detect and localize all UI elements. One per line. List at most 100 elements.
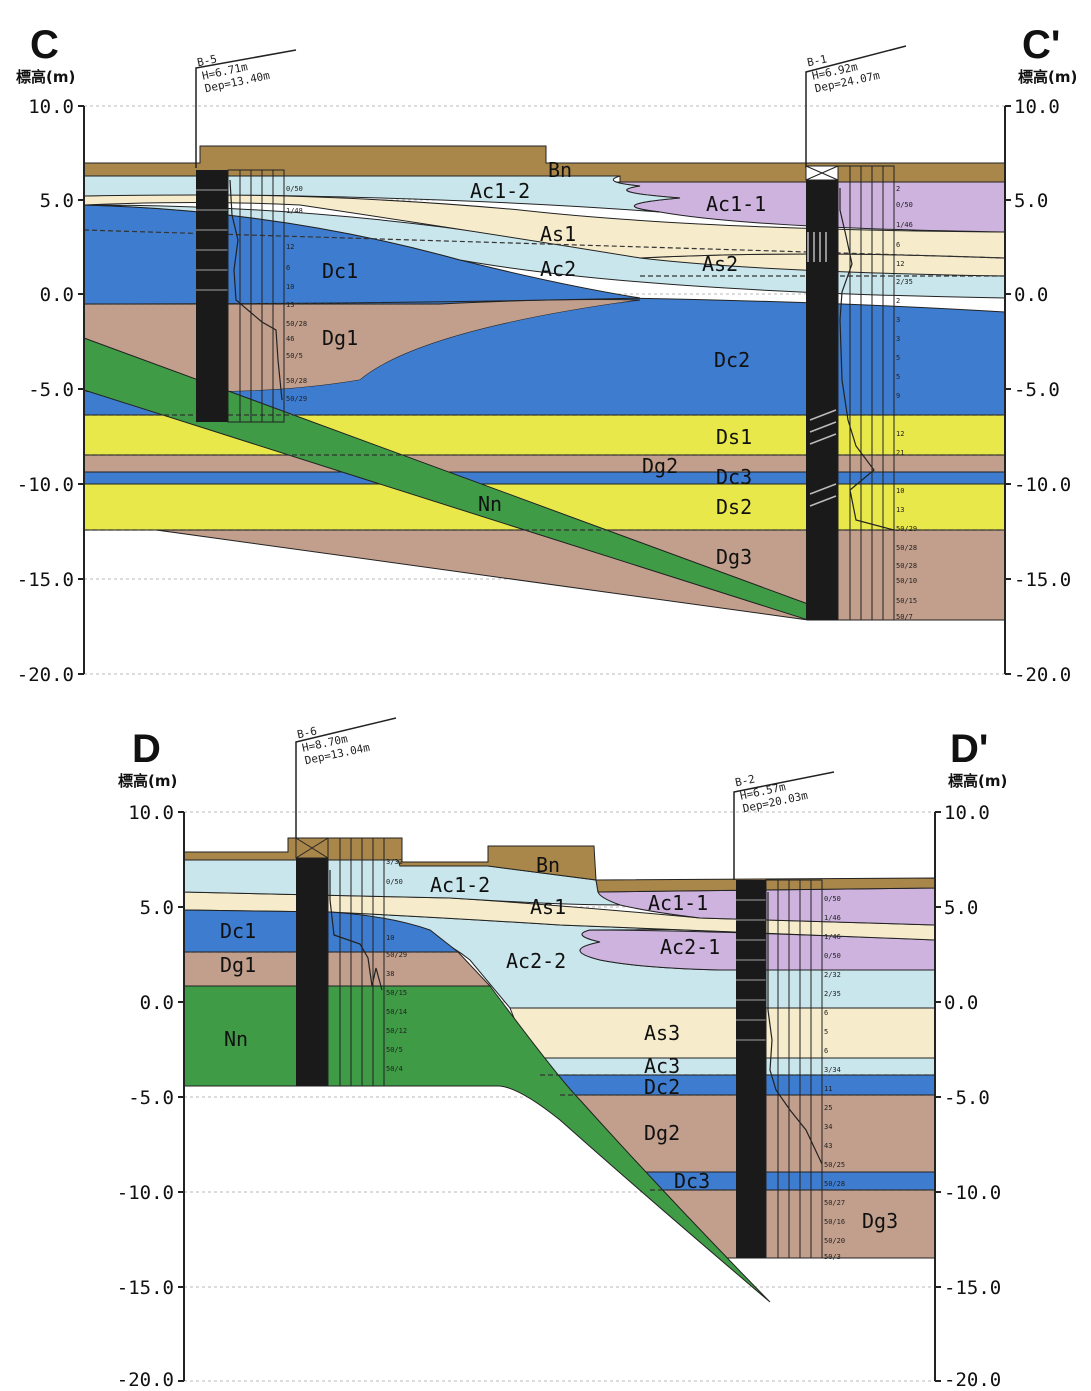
tick-label: -10.0	[944, 1182, 1001, 1204]
layer-as3	[509, 1007, 936, 1059]
n-value: 9	[896, 392, 900, 400]
n-value: 12	[286, 243, 294, 251]
tick-label: -15.0	[117, 1277, 174, 1299]
layer-label: Bn	[548, 158, 572, 182]
tick-label: -10.0	[1014, 474, 1071, 496]
section-d-axes	[178, 811, 941, 1382]
layer-label: Ac2-2	[506, 949, 566, 973]
n-value: 46	[286, 335, 294, 343]
layer-label: Dg3	[862, 1209, 898, 1233]
section-c-geology	[83, 145, 1006, 621]
tick-label: -5.0	[128, 1087, 174, 1109]
borehole-b5-labels: B-5 H=6.71m Dep=13.40m	[196, 53, 271, 96]
tick-label: 0.0	[944, 992, 978, 1014]
tick-label: -15.0	[17, 569, 74, 591]
tick-label: 10.0	[128, 802, 174, 824]
n-value: 10	[386, 934, 394, 942]
n-value: 12	[896, 430, 904, 438]
n-value: 10	[896, 487, 904, 495]
n-value: 50/16	[824, 1218, 845, 1226]
layer-label: Ds2	[716, 495, 752, 519]
n-value: 10	[286, 283, 294, 291]
n-value: 2/35	[896, 278, 913, 286]
section-d-left-label: D	[132, 727, 161, 771]
layer-label: As1	[530, 895, 566, 919]
n-value: 13	[286, 301, 294, 309]
section-d-right-ticks: 10.0 5.0 0.0 -5.0 -10.0 -15.0 -20.0	[944, 802, 1001, 1391]
n-value: 50/15	[896, 597, 917, 605]
n-value: 50/3	[824, 1253, 841, 1261]
tick-label: -15.0	[1014, 569, 1071, 591]
tick-label: -5.0	[944, 1087, 990, 1109]
tick-label: 0.0	[1014, 284, 1048, 306]
n-value: 50/28	[286, 320, 307, 328]
n-value: 0/50	[286, 185, 303, 193]
n-value: 3/34	[824, 1066, 841, 1074]
n-value: 1/46	[824, 933, 841, 941]
n-value: 50/28	[896, 544, 917, 552]
layer-label: Ac1-1	[648, 891, 708, 915]
borehole-b5	[195, 49, 297, 423]
section-d	[178, 717, 941, 1382]
layer-label: Dc1	[220, 919, 256, 943]
borehole-b2-labels: B-2 H=6.57m Dep=20.03m	[734, 773, 809, 816]
section-c-left-unit: 標高(m)	[16, 68, 75, 86]
n-value: 50/10	[896, 577, 917, 585]
tick-label: -15.0	[944, 1277, 1001, 1299]
n-value: 50/4	[386, 1065, 403, 1073]
borehole-name: B-1	[806, 53, 828, 70]
tick-label: -10.0	[17, 474, 74, 496]
section-d-right-unit: 標高(m)	[948, 772, 1007, 790]
section-c-layer-labels: Bn Ac1-2 Ac1-1 As1 Ac2 As2 Dc1 Dg1 Dc2 D…	[322, 158, 766, 569]
tick-label: -20.0	[17, 664, 74, 686]
layer-ac3	[529, 1057, 936, 1076]
tick-label: 10.0	[944, 802, 990, 824]
layer-label: Dc1	[322, 259, 358, 283]
layer-label: Ds1	[716, 425, 752, 449]
tick-label: 10.0	[1014, 96, 1060, 118]
n-value: 38	[386, 970, 394, 978]
n-value: 13	[896, 506, 904, 514]
section-d-left-ticks: 10.0 5.0 0.0 -5.0 -10.0 -15.0 -20.0	[117, 802, 174, 1391]
section-c	[78, 45, 1011, 675]
tick-label: 5.0	[1014, 190, 1048, 212]
n-value: 50/29	[286, 395, 307, 403]
n-value: 3	[896, 316, 900, 324]
layer-ac1-2	[83, 175, 681, 213]
n-value: 0/50	[824, 952, 841, 960]
layer-label: Dc3	[716, 465, 752, 489]
layer-label: Ac3	[644, 1054, 680, 1078]
n-value: 0/50	[896, 201, 913, 209]
layer-dg2	[83, 454, 1006, 473]
n-value: 0/50	[386, 878, 403, 886]
section-c-left-ticks: 10.0 5.0 0.0 -5.0 -10.0 -15.0 -20.0	[17, 96, 74, 686]
layer-label: Dc2	[644, 1075, 680, 1099]
layer-label: Bn	[536, 853, 560, 877]
layer-ac1-2	[183, 859, 621, 906]
borehole-b1-labels: B-1 H=6.92m Dep=24.07m	[806, 53, 881, 96]
n-value: 2	[896, 297, 900, 305]
tick-label: -20.0	[944, 1369, 1001, 1391]
tick-label: -20.0	[1014, 664, 1071, 686]
layer-label: Dg3	[716, 545, 752, 569]
n-value: 50/29	[386, 951, 407, 959]
layer-label: Dg1	[322, 326, 358, 350]
n-value: 6	[286, 264, 290, 272]
layer-dc1-lower	[84, 300, 640, 415]
section-c-contacts	[83, 229, 1006, 531]
tick-label: -5.0	[28, 379, 74, 401]
layer-label: Nn	[478, 492, 502, 516]
tick-label: 5.0	[944, 897, 978, 919]
layer-label: As3	[644, 1021, 680, 1045]
n-value: 2	[896, 185, 900, 193]
borehole-b6-nvalues: 3/32 0/50 10 50/29 38 50/15 50/14 50/12 …	[386, 858, 407, 1073]
tick-label: -5.0	[1014, 379, 1060, 401]
n-value: 50/25	[824, 1161, 845, 1169]
n-value: 50/28	[286, 377, 307, 385]
n-value: 50/7	[896, 613, 913, 621]
n-value: 6	[896, 241, 900, 249]
section-c-right-ticks: 10.0 5.0 0.0 -5.0 -10.0 -15.0 -20.0	[1014, 96, 1071, 686]
n-value: 3/32	[386, 858, 403, 866]
n-value: 50/5	[286, 352, 303, 360]
n-value: 5	[824, 1028, 828, 1036]
